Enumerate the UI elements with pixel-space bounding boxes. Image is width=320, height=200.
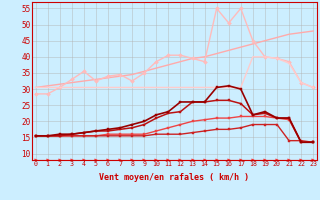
X-axis label: Vent moyen/en rafales ( km/h ): Vent moyen/en rafales ( km/h ) [100, 173, 249, 182]
